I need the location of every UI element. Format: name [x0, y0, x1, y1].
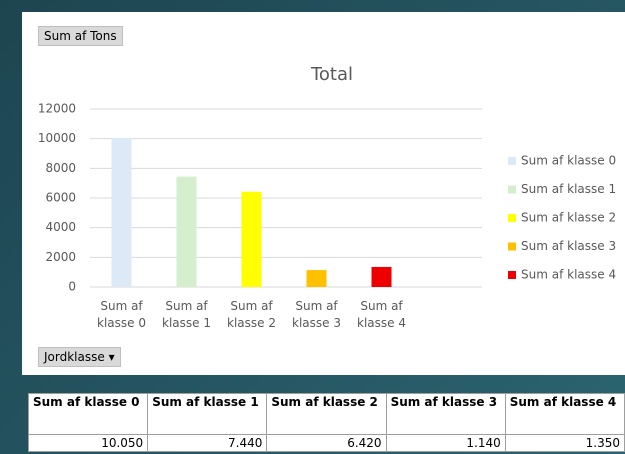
- legend-marker: [508, 185, 516, 194]
- legend-marker: [508, 157, 516, 165]
- table-cell: 10.050: [27, 434, 149, 452]
- data-table: Sum af klasse 0 Sum af klasse 1 Sum af kla…: [27, 393, 625, 452]
- bar: [306, 270, 327, 287]
- legend-label: Sum af klasse 4: [521, 268, 616, 282]
- chart-title: Total: [310, 64, 353, 85]
- legend-marker: [508, 271, 516, 279]
- bar: [371, 266, 392, 287]
- x-tick-label: Sum af klasse 0: [97, 299, 146, 330]
- value-field-button[interactable]: Sum af Tons: [38, 26, 123, 46]
- legend-label: Sum af klasse 0: [521, 154, 616, 168]
- y-tick-label: 0: [68, 280, 76, 294]
- legend-label: Sum af klasse 2: [521, 211, 616, 225]
- legend-label: Sum af klasse 1: [521, 182, 616, 196]
- bar: [241, 191, 262, 287]
- y-tick-label: 12000: [38, 102, 76, 116]
- table-cell: 1.140: [385, 434, 506, 452]
- x-tick-label: Sum af klasse 1: [162, 299, 211, 330]
- axis-field-button[interactable]: Jordklasse ▾: [38, 347, 121, 367]
- y-tick-label: 8000: [45, 161, 76, 175]
- y-tick-label: 10000: [38, 131, 76, 145]
- table-header-cell: Sum af klasse 2: [266, 393, 387, 435]
- table-cell: 1.350: [504, 434, 625, 452]
- legend-marker: [508, 214, 516, 222]
- x-tick-label: Sum af klasse 2: [227, 299, 276, 330]
- y-tick-label: 4000: [45, 220, 76, 234]
- legend-marker: [508, 242, 516, 251]
- y-tick-label: 2000: [45, 250, 76, 264]
- x-tick-label: Sum af klasse 3: [292, 299, 341, 330]
- table-header-cell: Sum af klasse 1: [147, 393, 268, 435]
- table-cell: 6.420: [266, 434, 387, 452]
- table-header-cell: Sum af klasse 3: [385, 393, 506, 435]
- x-tick-label: Sum af klasse 4: [357, 299, 406, 330]
- table-header-cell: Sum af klasse 4: [504, 393, 625, 435]
- bar: [176, 176, 197, 287]
- axis-field-label: Jordklasse: [44, 350, 105, 364]
- table-cell: 7.440: [147, 434, 268, 452]
- y-tick-label: 6000: [45, 191, 76, 205]
- bar: [111, 137, 132, 287]
- legend-label: Sum af klasse 3: [521, 239, 616, 253]
- table-header-cell: Sum af klasse 0: [27, 393, 149, 435]
